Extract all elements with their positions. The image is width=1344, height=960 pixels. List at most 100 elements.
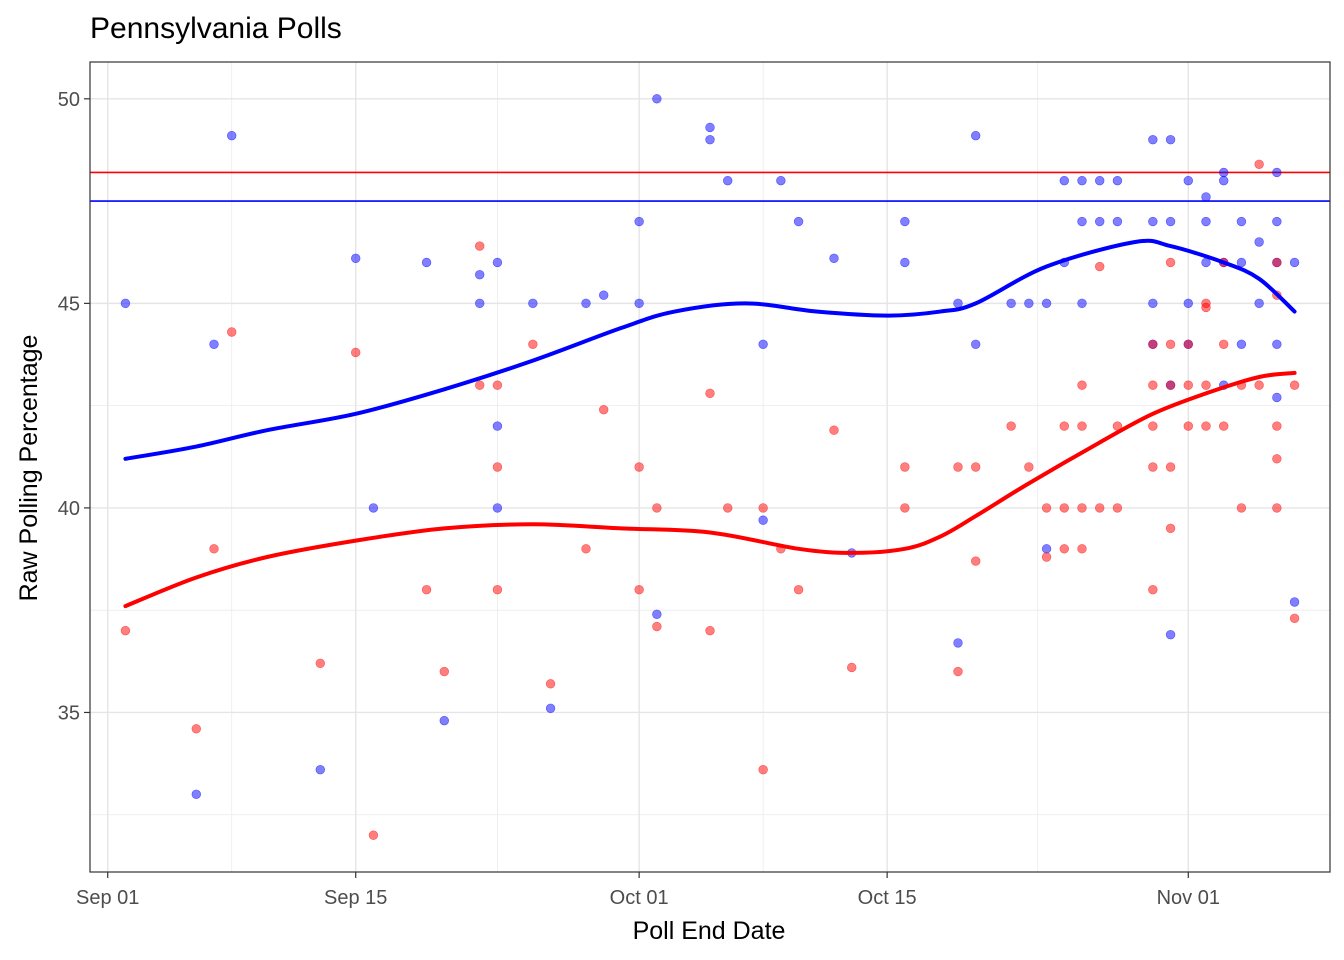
data-point (1112, 175, 1123, 186)
data-point (705, 625, 715, 636)
data-point (1059, 175, 1069, 186)
data-point (829, 425, 839, 435)
data-point (1165, 257, 1176, 268)
chart-title: Pennsylvania Polls (90, 12, 342, 45)
data-point (723, 503, 733, 513)
data-point (793, 585, 804, 595)
data-point (634, 298, 644, 309)
data-point (191, 789, 201, 799)
data-point (475, 241, 485, 251)
data-point (1201, 302, 1211, 313)
data-point (758, 503, 768, 513)
data-point (1219, 421, 1229, 431)
data-point (1024, 462, 1034, 472)
data-point (1148, 380, 1158, 390)
data-point (492, 380, 503, 390)
data-point (1165, 630, 1176, 640)
x-tick-label: Oct 01 (610, 887, 669, 909)
data-point (1201, 257, 1211, 268)
data-point (1006, 298, 1016, 309)
data-point (209, 339, 219, 349)
trend-lines (123, 238, 1297, 609)
data-point (1006, 421, 1016, 431)
data-point (421, 585, 432, 595)
data-point (191, 724, 201, 734)
data-point (705, 388, 715, 399)
data-point (1077, 421, 1087, 431)
data-point (776, 175, 786, 186)
data-point (1183, 339, 1193, 349)
data-point (1112, 503, 1123, 513)
data-point (1289, 257, 1300, 268)
data-point (1201, 216, 1211, 227)
x-tick-label: Nov 01 (1157, 887, 1220, 909)
data-point (1254, 237, 1264, 247)
data-point (953, 462, 963, 472)
data-point (1254, 380, 1264, 390)
data-point (1077, 175, 1087, 186)
data-point (900, 216, 910, 227)
data-point (971, 130, 981, 141)
data-point (723, 175, 733, 186)
data-point (368, 503, 379, 513)
data-point (492, 585, 503, 595)
data-point (315, 765, 325, 775)
data-point (1236, 339, 1247, 349)
data-point (528, 298, 538, 309)
data-point (439, 666, 449, 677)
data-point (492, 421, 503, 431)
data-point (1201, 192, 1211, 202)
data-point (953, 666, 963, 677)
data-point (599, 290, 609, 300)
data-point (900, 462, 910, 472)
data-point (705, 135, 715, 145)
data-point (545, 679, 556, 689)
data-point (120, 625, 131, 636)
data-point (1219, 175, 1229, 186)
data-point (368, 830, 379, 840)
data-point (227, 327, 237, 337)
data-point (492, 503, 503, 513)
data-point (1112, 216, 1123, 227)
data-point (847, 662, 857, 673)
data-point (971, 462, 981, 472)
data-point (652, 609, 662, 619)
data-point (953, 638, 963, 648)
data-point (652, 94, 662, 104)
y-tick-label: 40 (58, 498, 80, 520)
data-point (1289, 613, 1300, 624)
data-point (1041, 552, 1052, 562)
data-point (120, 298, 131, 309)
data-point (1201, 380, 1211, 390)
data-point (634, 462, 644, 472)
data-point (1236, 257, 1247, 268)
x-tick-label: Oct 15 (858, 887, 917, 909)
data-point (1148, 135, 1158, 145)
data-point (758, 765, 768, 775)
data-point (581, 544, 591, 554)
data-point (971, 339, 981, 349)
x-tick-label: Sep 01 (76, 887, 139, 909)
data-point (652, 503, 662, 513)
data-point (1148, 421, 1158, 431)
data-point (1148, 339, 1158, 349)
data-point (1289, 597, 1300, 607)
data-point (1148, 462, 1158, 472)
y-tick-label: 35 (58, 702, 80, 724)
y-axis-title: Raw Polling Percentage (15, 335, 43, 602)
data-point (1183, 298, 1193, 309)
data-point (1254, 298, 1264, 309)
data-point (1077, 544, 1087, 554)
data-point (1272, 216, 1282, 227)
data-point (1041, 503, 1052, 513)
data-point (1059, 421, 1069, 431)
data-point (475, 298, 485, 309)
data-point (953, 298, 963, 309)
data-point (528, 339, 538, 349)
x-axis-title: Poll End Date (633, 917, 786, 945)
plot-panel-border (89, 61, 1331, 873)
data-point (829, 253, 839, 264)
data-point (793, 216, 804, 227)
data-point (1165, 462, 1176, 472)
data-point (900, 257, 910, 268)
